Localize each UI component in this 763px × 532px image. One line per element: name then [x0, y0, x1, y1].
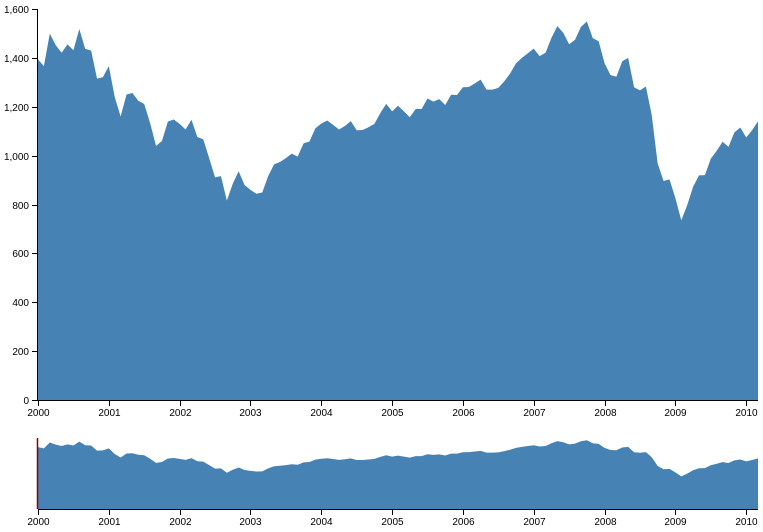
- context-x-tick: 2000: [27, 509, 50, 528]
- x-tick-label: 2002: [169, 408, 192, 419]
- x-tick: 2001: [98, 400, 121, 419]
- context-x-tick: 2002: [169, 509, 192, 528]
- y-tick: 1,600: [4, 5, 38, 16]
- x-tick: 2004: [310, 400, 333, 419]
- x-tick: 2000: [27, 400, 50, 419]
- x-tick: 2002: [169, 400, 192, 419]
- context-x-tick: 2001: [98, 509, 121, 528]
- y-tick: 0: [23, 396, 38, 407]
- x-tick-label: 2004: [310, 408, 333, 419]
- x-tick-label: 2008: [594, 408, 617, 419]
- context-x-tick-label: 2004: [310, 517, 333, 528]
- y-tick-label: 1,200: [4, 103, 29, 114]
- x-tick: 2010: [735, 400, 758, 419]
- context-x-tick-label: 2010: [735, 517, 758, 528]
- context-x-tick: 2003: [239, 509, 262, 528]
- y-tick: 800: [12, 201, 38, 212]
- y-tick: 600: [12, 249, 38, 260]
- x-tick: 2008: [594, 400, 617, 419]
- context-x-tick-label: 2009: [664, 517, 687, 528]
- x-axis: 2000 2001 2002 2003 2004 2005 2006 2007 2008 2009…: [27, 400, 758, 419]
- y-tick-label: 0: [23, 396, 29, 407]
- x-tick-label: 2009: [664, 408, 687, 419]
- context-x-tick: 2008: [594, 509, 617, 528]
- context-x-tick-label: 2007: [523, 517, 546, 528]
- context-x-tick-label: 2000: [27, 517, 50, 528]
- y-tick-label: 1,400: [4, 54, 29, 65]
- y-tick-label: 200: [12, 347, 29, 358]
- y-tick-label: 600: [12, 249, 29, 260]
- context-x-tick-label: 2006: [452, 517, 475, 528]
- y-tick: 1,200: [4, 103, 38, 114]
- x-tick: 2005: [381, 400, 404, 419]
- context-x-tick: 2010: [735, 509, 758, 528]
- x-tick-label: 2003: [239, 408, 262, 419]
- context-x-tick: 2006: [452, 509, 475, 528]
- context-x-tick-label: 2005: [381, 517, 404, 528]
- context-x-tick: 2005: [381, 509, 404, 528]
- x-tick-label: 2010: [735, 408, 758, 419]
- context-x-tick: 2007: [523, 509, 546, 528]
- x-tick-label: 2001: [98, 408, 121, 419]
- x-tick: 2007: [523, 400, 546, 419]
- y-tick-label: 800: [12, 201, 29, 212]
- x-tick-label: 2007: [523, 408, 546, 419]
- y-tick: 200: [12, 347, 38, 358]
- y-tick: 1,400: [4, 54, 38, 65]
- y-tick: 1,000: [4, 152, 38, 163]
- y-tick-label: 1,000: [4, 152, 29, 163]
- context-x-tick: 2004: [310, 509, 333, 528]
- x-tick: 2003: [239, 400, 262, 419]
- x-tick: 2006: [452, 400, 475, 419]
- context-x-tick-label: 2003: [239, 517, 262, 528]
- context-x-axis: 2000 2001 2002 2003 2004 2005 2006 2007 2008 2009…: [27, 509, 758, 528]
- x-tick-label: 2000: [27, 408, 50, 419]
- context-area-series: [38, 440, 758, 509]
- y-tick-label: 400: [12, 298, 29, 309]
- y-tick-label: 1,600: [4, 5, 29, 16]
- x-tick-label: 2006: [452, 408, 475, 419]
- context-x-tick-label: 2001: [98, 517, 121, 528]
- context-x-tick-label: 2002: [169, 517, 192, 528]
- y-axis: 0 200 400 600 800 1,000 1,200 1,400 1,600: [4, 5, 38, 407]
- price-area-series: [38, 21, 758, 401]
- x-tick: 2009: [664, 400, 687, 419]
- context-x-tick: 2009: [664, 509, 687, 528]
- context-x-tick-label: 2008: [594, 517, 617, 528]
- x-tick-label: 2005: [381, 408, 404, 419]
- context-chart[interactable]: 2000 2001 2002 2003 2004 2005 2006 2007 2008 2009…: [27, 438, 758, 528]
- y-tick: 400: [12, 298, 38, 309]
